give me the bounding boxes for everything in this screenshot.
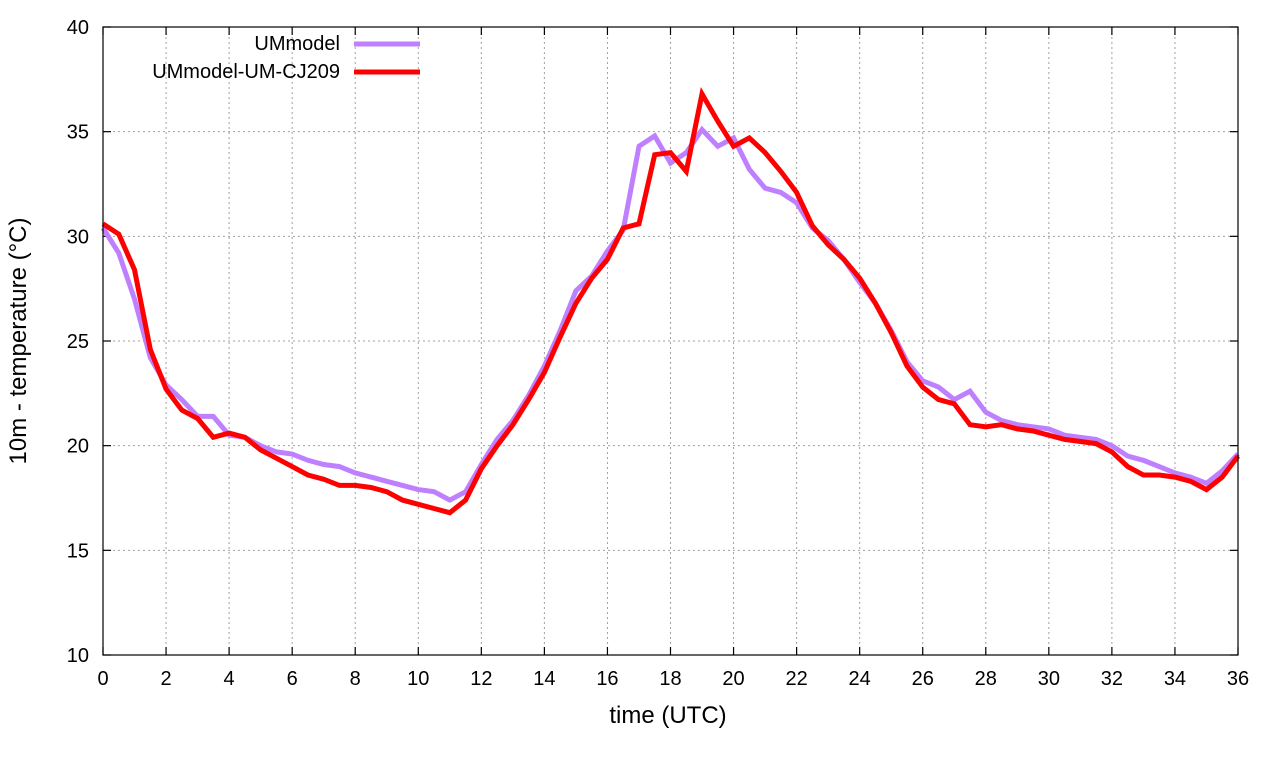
x-tick-label: 0: [97, 668, 108, 690]
x-tick-label: 2: [160, 668, 171, 690]
x-tick-label: 14: [533, 668, 555, 690]
x-tick-label: 28: [975, 668, 997, 690]
x-tick-label: 24: [849, 668, 871, 690]
x-tick-label: 36: [1227, 668, 1249, 690]
series-lines: [100, 87, 1240, 516]
x-tick-label: 34: [1164, 668, 1186, 690]
x-tick-label: 20: [722, 668, 744, 690]
x-tick-label: 10: [407, 668, 429, 690]
x-tick-label: 6: [287, 668, 298, 690]
x-tick-label: 16: [596, 668, 618, 690]
legend: UMmodel UMmodel-UM-CJ209: [152, 33, 420, 83]
x-tick-label: 22: [785, 668, 807, 690]
x-tick-label: 12: [470, 668, 492, 690]
x-tick-label: 26: [912, 668, 934, 690]
x-tick-label: 18: [659, 668, 681, 690]
x-axis-title: time (UTC): [609, 702, 726, 729]
series-line-ummodel-um-cj209: [101, 87, 1240, 516]
y-tick-label: 10: [67, 645, 89, 667]
legend-label-ummodel: UMmodel: [254, 33, 340, 55]
x-tick-label: 32: [1101, 668, 1123, 690]
plot-frame: [102, 26, 1239, 656]
legend-label-ummodel-um-cj209: UMmodel-UM-CJ209: [152, 61, 340, 83]
grid: [103, 27, 1238, 655]
x-tick-label: 8: [350, 668, 361, 690]
y-tick-label: 25: [67, 331, 89, 353]
y-tick-label: 15: [67, 540, 89, 562]
y-tick-label: 20: [67, 436, 89, 458]
y-tick-label: 35: [67, 122, 89, 144]
y-tick-label: 30: [67, 226, 89, 248]
series-line-ummodel: [100, 125, 1240, 503]
y-tick-label: 40: [67, 17, 89, 39]
y-axis-title: 10m - temperature (°C): [5, 218, 32, 465]
x-tick-label: 4: [224, 668, 235, 690]
axis-ticks: 0 2 4 6 8 10 12 14 16 18 20 22 24 26 28 30 32 34 361015202…: [67, 17, 1249, 690]
x-tick-label: 30: [1038, 668, 1060, 690]
